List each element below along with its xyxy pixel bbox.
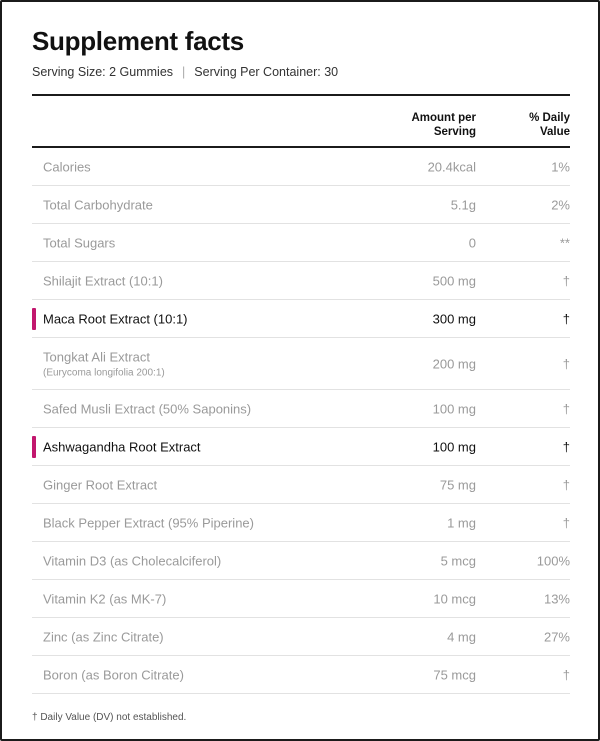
nutrient-amount: 4 mg [447,629,476,644]
table-row: Safed Musli Extract (50% Saponins) 100 mg… [32,390,570,428]
nutrient-daily-value: † [562,401,570,416]
nutrient-name-text: Total Carbohydrate [43,197,153,212]
nutrient-table-body: Calories 20.4kcal 1% Total Carbohydrate 5.1g… [32,148,570,694]
header-amount-line1: Amount per [411,112,476,124]
nutrient-amount: 75 mcg [433,667,476,682]
nutrient-amount: 200 mg [432,356,476,371]
highlight-marker [32,435,36,458]
nutrient-amount: 100 mg [432,439,476,454]
header-dv-line1: % Daily [529,112,570,124]
nutrient-name-text: Safed Musli Extract (50% Saponins) [43,401,252,416]
header-amount-per-serving: Amount per Serving [376,111,476,139]
nutrient-name-text: Ginger Root Extract [43,477,158,492]
servings-per-container: Serving Per Container: 30 [194,65,339,79]
footnote: † Daily Value (DV) not established. [32,712,187,723]
nutrient-amount: 5.1g [450,197,476,212]
nutrient-amount: 0 [468,235,476,250]
nutrient-name-text: Maca Root Extract (10:1) [43,311,188,326]
nutrient-daily-value: † [562,477,570,492]
nutrient-name: Ashwagandha Root Extract [43,439,201,454]
nutrient-name-text: Zinc (as Zinc Citrate) [43,629,164,644]
nutrient-name-text: Boron (as Boron Citrate) [43,667,184,682]
nutrient-daily-value: 13% [543,591,570,606]
nutrient-amount: 20.4kcal [427,159,476,174]
nutrient-daily-value: 2% [551,197,570,212]
nutrient-name: Boron (as Boron Citrate) [43,667,184,682]
serving-info: Serving Size: 2 Gummies | Serving Per Co… [32,65,570,79]
table-row: Vitamin D3 (as Cholecalciferol) 5 mcg 100% [32,542,570,580]
nutrient-daily-value: † [562,356,570,371]
nutrient-name-text: Vitamin D3 (as Cholecalciferol) [43,553,222,568]
table-row: Vitamin K2 (as MK-7) 10 mcg 13% [32,580,570,618]
nutrient-name-text: Ashwagandha Root Extract [43,439,201,454]
nutrient-daily-value: † [562,515,570,530]
nutrient-name: Total Sugars [43,235,115,250]
nutrient-name: Calories [43,159,91,174]
table-row: Ginger Root Extract 75 mg † [32,466,570,504]
table-row: Maca Root Extract (10:1) 300 mg † [32,300,570,338]
nutrient-name-text: Vitamin K2 (as MK-7) [43,591,167,606]
nutrient-amount: 1 mg [447,515,476,530]
serving-separator: | [182,65,186,79]
table-row: Boron (as Boron Citrate) 75 mcg † [32,656,570,694]
table-row: Zinc (as Zinc Citrate) 4 mg 27% [32,618,570,656]
nutrient-daily-value: 100% [536,553,570,568]
nutrient-daily-value: † [562,439,570,454]
nutrient-amount: 300 mg [432,311,476,326]
nutrient-daily-value: 1% [551,159,570,174]
nutrient-name: Shilajit Extract (10:1) [43,273,163,288]
nutrient-subtitle: (Eurycoma longifolia 200:1) [43,367,165,378]
nutrient-name-text: Black Pepper Extract (95% Piperine) [43,515,254,530]
nutrient-name: Maca Root Extract (10:1) [43,311,188,326]
header-daily-value: % Daily Value [490,111,570,139]
nutrient-name: Ginger Root Extract [43,477,157,492]
nutrient-amount: 5 mcg [440,553,476,568]
nutrient-name: Black Pepper Extract (95% Piperine) [43,515,254,530]
table-row: Tongkat Ali Extract (Eurycoma longifolia … [32,338,570,390]
serving-size: Serving Size: 2 Gummies [32,65,174,79]
nutrient-amount: 10 mcg [433,591,476,606]
nutrient-name-text: Shilajit Extract (10:1) [43,273,163,288]
nutrient-name: Zinc (as Zinc Citrate) [43,629,164,644]
nutrient-name: Safed Musli Extract (50% Saponins) [43,401,251,416]
highlight-marker [32,307,36,330]
table-row: Total Sugars 0 ** [32,224,570,262]
table-row: Ashwagandha Root Extract 100 mg † [32,428,570,466]
nutrient-daily-value: † [562,311,570,326]
nutrient-amount: 75 mg [439,477,476,492]
table-row: Calories 20.4kcal 1% [32,148,570,186]
nutrient-daily-value: † [562,667,570,682]
table-header: Amount per Serving % Daily Value [32,94,570,148]
nutrient-name: Vitamin D3 (as Cholecalciferol) [43,553,221,568]
table-row: Shilajit Extract (10:1) 500 mg † [32,262,570,300]
nutrient-daily-value: 27% [543,629,570,644]
nutrient-name-text: Total Sugars [43,235,116,250]
header-amount-line2: Serving [433,126,476,138]
table-row: Black Pepper Extract (95% Piperine) 1 mg † [32,504,570,542]
nutrient-name: Tongkat Ali Extract (Eurycoma longifolia … [43,349,165,378]
nutrient-name: Vitamin K2 (as MK-7) [43,591,166,606]
nutrient-name-text: Calories [43,159,91,174]
nutrient-amount: 500 mg [432,273,476,288]
nutrient-name: Total Carbohydrate [43,197,153,212]
nutrient-daily-value: † [562,273,570,288]
nutrient-amount: 100 mg [432,401,476,416]
nutrient-name-text: Tongkat Ali Extract [43,349,150,364]
header-dv-line2: Value [539,126,570,138]
page-title: Supplement facts [32,26,244,56]
table-row: Total Carbohydrate 5.1g 2% [32,186,570,224]
nutrient-daily-value: ** [559,235,570,250]
